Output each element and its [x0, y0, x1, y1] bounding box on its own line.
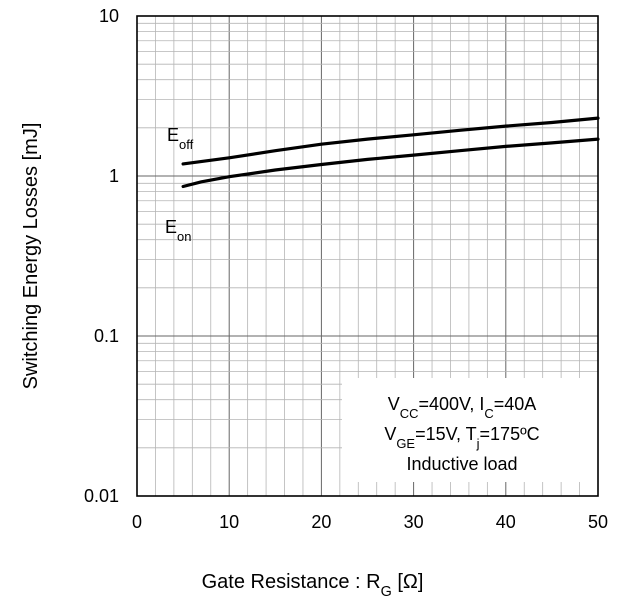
series-label-e-off: Eoff [167, 125, 194, 152]
plot-border [136, 15, 599, 497]
x-tick-label: 0 [132, 512, 142, 532]
y-tick-label: 10 [99, 6, 119, 26]
plot-frame [136, 15, 599, 497]
series-labels: Eoff Eon [165, 125, 194, 244]
x-axis-title: Gate Resistance : RG [Ω] [202, 571, 424, 600]
x-tick-label: 20 [311, 512, 331, 532]
y-tick-label: 0.1 [94, 326, 119, 346]
y-tick-label: 1 [109, 166, 119, 186]
x-tick-label: 30 [404, 512, 424, 532]
y-axis-title: Switching Energy Losses [mJ] [20, 123, 42, 390]
x-tick-label: 50 [588, 512, 608, 532]
series-label-e-on: Eon [165, 217, 191, 244]
condition-line: Inductive load [406, 454, 517, 474]
conditions-box: VCC=400V, IC=40A VGE=15V, Tj=175ºC Inducti… [342, 378, 598, 482]
y-tick-label: 0.01 [84, 486, 119, 506]
series-line-e-on [181, 137, 600, 189]
tick-labels: 0 10 20 30 40 50 0.01 0.1 1 10 [84, 6, 608, 532]
conditions-background [342, 378, 598, 482]
condition-line: VGE=15V, Tj=175ºC [384, 424, 539, 451]
series-layer [181, 116, 600, 189]
condition-line: VCC=400V, IC=40A [388, 394, 537, 421]
series-line-e-off [181, 116, 600, 166]
x-tick-label: 40 [496, 512, 516, 532]
x-tick-label: 10 [219, 512, 239, 532]
